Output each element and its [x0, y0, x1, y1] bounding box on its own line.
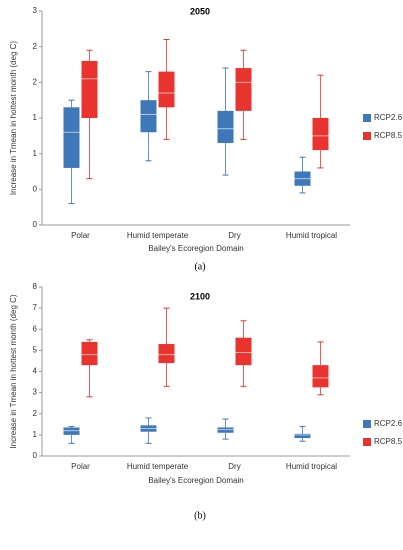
box: [235, 68, 252, 111]
y-tick-label: 3: [33, 388, 38, 397]
legend-label: RCP2.6: [374, 419, 403, 428]
legend-swatch: [363, 114, 371, 122]
y-axis-label: Increase in Tmean in hottest month (deg …: [9, 41, 18, 195]
box: [158, 71, 175, 108]
y-tick-label: 5: [33, 345, 38, 354]
y-tick-label: 1: [33, 430, 38, 439]
x-tick-label: Humid temperate: [127, 462, 189, 471]
x-tick-label: Humid temperate: [127, 231, 189, 240]
x-axis-label: Bailey's Ecoregion Domain: [148, 476, 243, 485]
y-tick-label: 1: [33, 149, 38, 158]
chart-title: 2050: [190, 6, 210, 16]
y-tick-label: 0: [33, 451, 38, 460]
legend-swatch: [363, 420, 371, 428]
x-tick-label: Dry: [228, 231, 240, 240]
box: [63, 107, 80, 168]
y-tick-label: 2: [33, 42, 38, 51]
x-tick-label: Polar: [71, 462, 90, 471]
y-tick-label: 2: [33, 77, 38, 86]
legend-swatch: [363, 132, 371, 140]
legend-label: RCP2.6: [374, 113, 403, 122]
box: [312, 118, 329, 151]
x-tick-label: Dry: [228, 462, 240, 471]
y-tick-label: 3: [33, 6, 38, 15]
y-tick-label: 1: [33, 113, 38, 122]
box: [217, 110, 234, 143]
box: [158, 344, 175, 364]
box: [81, 341, 98, 366]
y-tick-label: 8: [33, 282, 38, 291]
box: [140, 100, 157, 133]
y-tick-label: 0: [33, 220, 38, 229]
box: [217, 427, 234, 433]
box: [235, 337, 252, 366]
x-tick-label: Polar: [71, 231, 90, 240]
x-tick-label: Humid tropical: [286, 462, 337, 471]
box: [63, 427, 80, 435]
chart-title: 2100: [190, 291, 210, 301]
x-axis-label: Bailey's Ecoregion Domain: [148, 244, 243, 253]
x-tick-label: Humid tropical: [286, 231, 337, 240]
y-tick-label: 6: [33, 324, 38, 333]
box: [294, 433, 311, 439]
y-tick-label: 2: [33, 409, 38, 418]
y-tick-label: 0: [33, 184, 38, 193]
caption: (a): [194, 261, 205, 272]
y-tick-label: 7: [33, 303, 38, 312]
legend-swatch: [363, 438, 371, 446]
y-tick-label: 4: [33, 367, 38, 376]
caption: (b): [194, 510, 206, 521]
legend-label: RCP8.5: [374, 131, 403, 140]
legend-label: RCP8.5: [374, 437, 403, 446]
box: [312, 365, 329, 388]
box: [81, 60, 98, 118]
y-axis-label: Increase in Tmean in hottest month (deg …: [9, 294, 18, 448]
